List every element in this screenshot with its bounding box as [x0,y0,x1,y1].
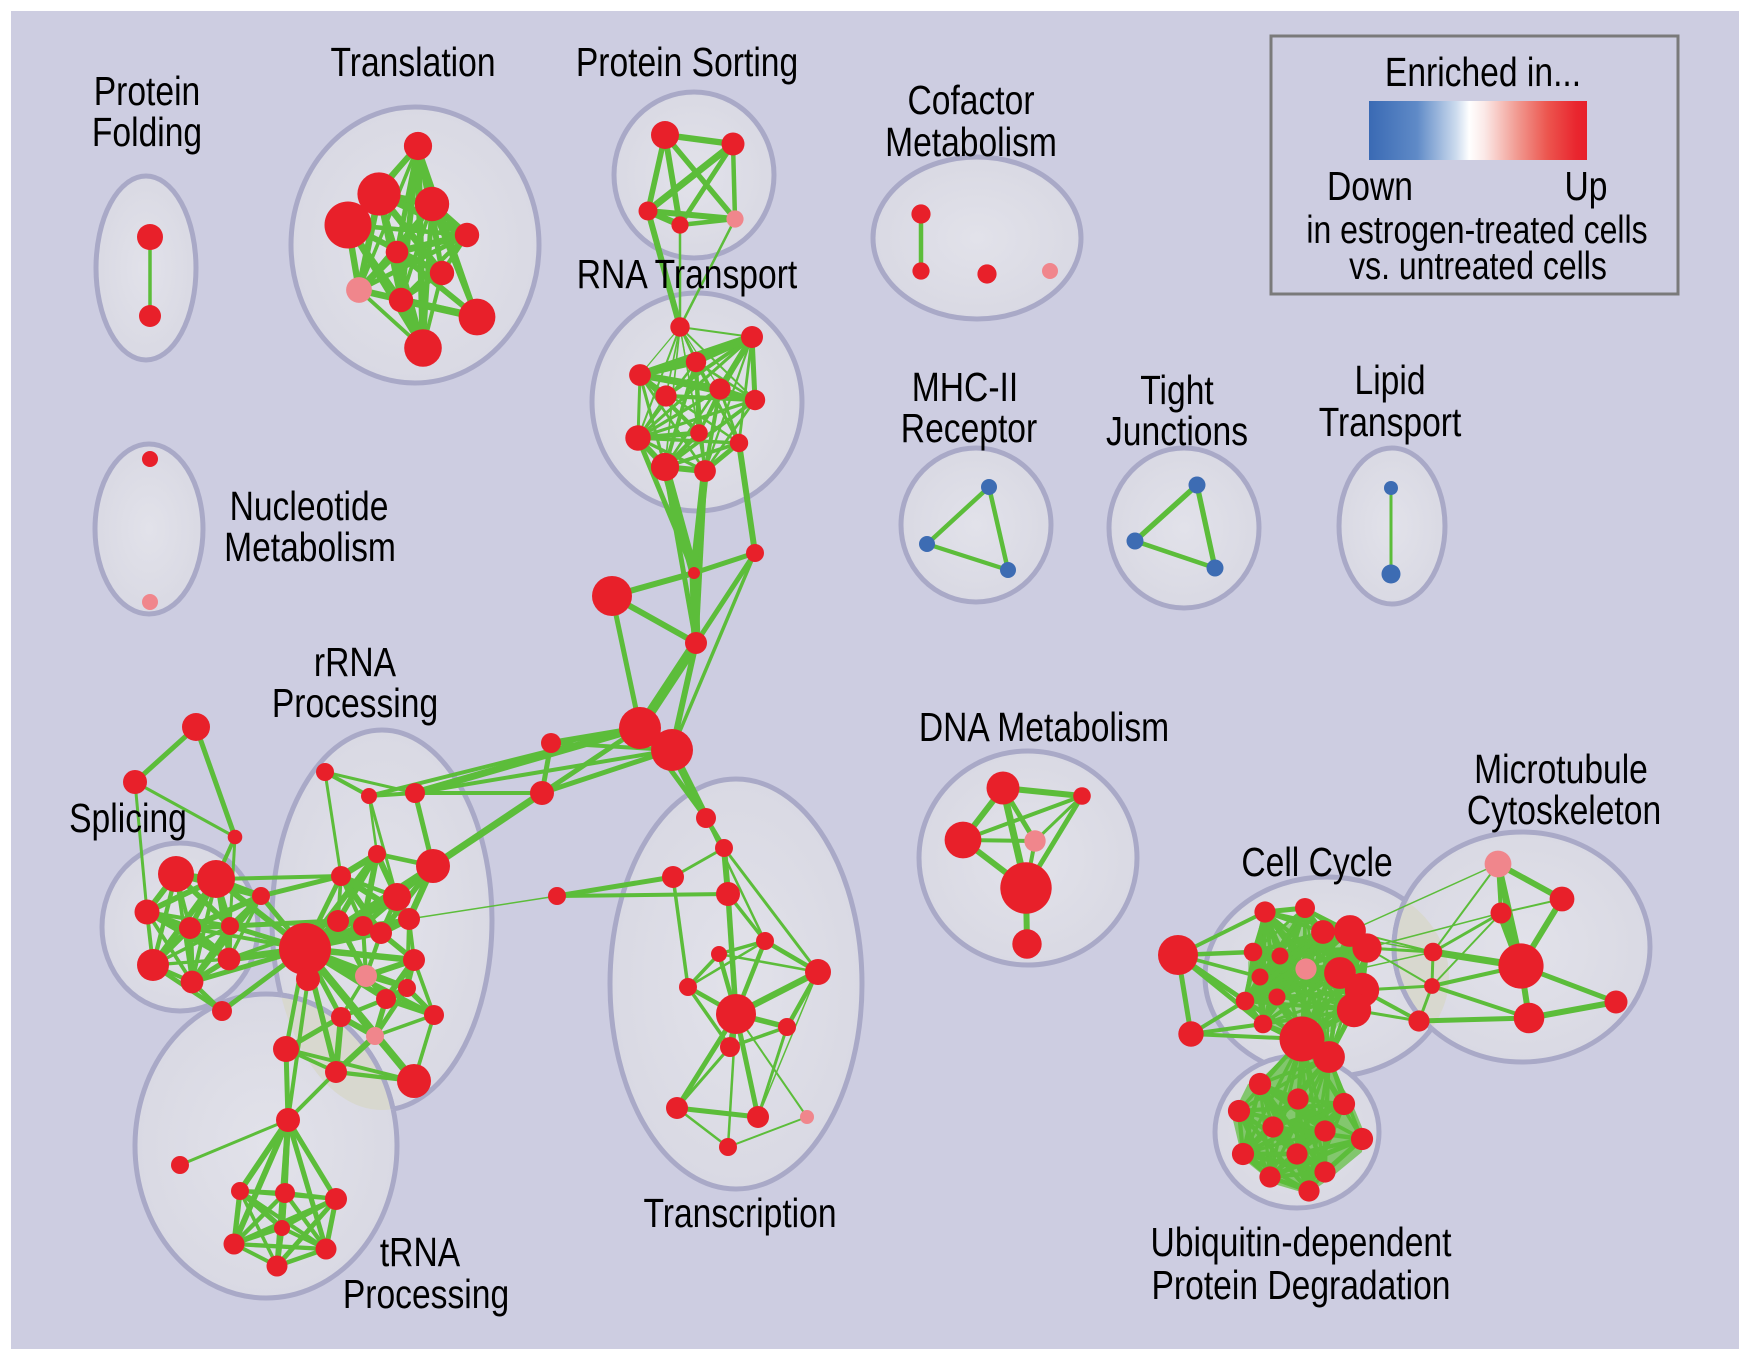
svg-text:Nucleotide: Nucleotide [230,483,389,529]
svg-text:rRNA: rRNA [314,639,396,685]
svg-text:Protein: Protein [94,68,201,114]
svg-text:Cofactor: Cofactor [907,77,1034,123]
svg-text:Splicing: Splicing [69,795,187,841]
svg-text:Receptor: Receptor [901,405,1037,451]
svg-text:Ubiquitin-dependent: Ubiquitin-dependent [1151,1219,1452,1265]
svg-text:Protein Degradation: Protein Degradation [1152,1262,1451,1308]
svg-text:Processing: Processing [272,680,438,726]
svg-text:Enriched in...: Enriched in... [1385,49,1581,95]
svg-text:Cytoskeleton: Cytoskeleton [1467,787,1661,833]
svg-text:in estrogen-treated cells: in estrogen-treated cells [1306,208,1647,252]
svg-text:MHC-II: MHC-II [912,364,1018,410]
svg-text:vs. untreated cells: vs. untreated cells [1349,244,1607,288]
svg-text:Down: Down [1327,163,1413,209]
svg-text:Metabolism: Metabolism [224,524,396,570]
svg-text:Junctions: Junctions [1106,408,1248,454]
svg-text:Up: Up [1565,163,1608,209]
svg-text:Lipid: Lipid [1354,357,1425,403]
svg-text:Folding: Folding [92,109,202,155]
svg-text:Transport: Transport [1319,399,1462,445]
svg-text:Processing: Processing [343,1271,509,1317]
svg-text:tRNA: tRNA [380,1229,460,1275]
svg-text:Cell Cycle: Cell Cycle [1241,839,1392,885]
svg-text:Protein Sorting: Protein Sorting [576,39,798,85]
svg-text:DNA Metabolism: DNA Metabolism [919,704,1169,750]
svg-text:Translation: Translation [330,39,495,85]
svg-text:Transcription: Transcription [643,1190,836,1236]
svg-text:Microtubule: Microtubule [1474,746,1648,792]
svg-text:Tight: Tight [1140,367,1214,413]
svg-text:Metabolism: Metabolism [885,119,1057,165]
svg-text:RNA Transport: RNA Transport [577,251,798,297]
